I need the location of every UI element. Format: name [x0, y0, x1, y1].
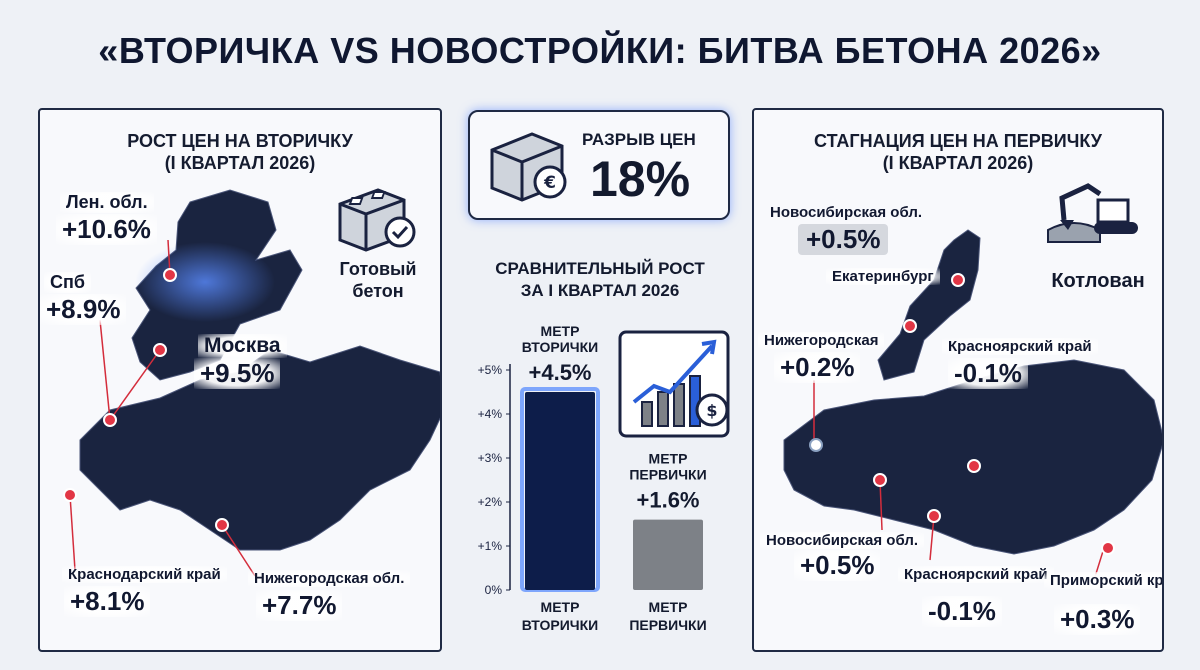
marker-krasnoyarsk: [967, 459, 981, 473]
marker-krasnoyarsk-2: [927, 509, 941, 523]
concrete-block-check-icon: [338, 188, 416, 252]
bar-value-label: +4.5%: [529, 360, 592, 385]
bar-top-label-line1: МЕТР: [649, 451, 688, 467]
ready-concrete-caption-2: бетон: [352, 281, 404, 301]
bar-chart-svg: $ 0%+1%+2%+3%+4%+5%МЕТРВТОРИЧКИ+4.5%МЕТР…: [478, 323, 730, 633]
y-tick-label: +1%: [478, 539, 503, 553]
marker-novosibirsk: [873, 473, 887, 487]
marker-len-obl: [163, 268, 177, 282]
y-tick-label: +4%: [478, 407, 503, 421]
marker-ekaterinburg: [951, 273, 965, 287]
y-tick-label: +2%: [478, 495, 503, 509]
bar-value-label: +1.6%: [637, 488, 700, 513]
region-name-novosibirsk-bottom: Новосибирская обл.: [760, 532, 925, 549]
region-value-spb: +8.9%: [40, 294, 127, 325]
right-panel-title-1: СТАГНАЦИЯ ЦЕН НА ПЕРВИЧКУ: [814, 131, 1102, 151]
region-name-ekaterinburg: Екатеринбург: [826, 268, 940, 285]
region-value-nizhny: +7.7%: [256, 590, 343, 621]
marker-nizhny: [215, 518, 229, 532]
marker-primorsky: [1101, 541, 1115, 555]
region-name-moscow: Москва: [198, 334, 287, 358]
marker-krasnodar: [63, 488, 77, 502]
region-name-krasnoyarsk-top: Красноярский край: [942, 338, 1098, 355]
excavator-icon: [1047, 183, 1138, 243]
price-gap-panel: € РАЗРЫВ ЦЕН 18%: [468, 110, 730, 220]
category-label-line1: МЕТР: [541, 599, 580, 615]
region-value-novosibirsk-bottom: +0.5%: [794, 550, 881, 581]
region-name-len-obl: Лен. обл.: [60, 192, 154, 213]
bar-top-label-line2: ПЕРВИЧКИ: [629, 467, 706, 483]
page-title: «ВТОРИЧКА VS НОВОСТРОЙКИ: БИТВА БЕТОНА 2…: [98, 30, 1102, 71]
category-label-line1: МЕТР: [649, 599, 688, 615]
ready-concrete-caption-1: Готовый: [339, 259, 417, 279]
left-panel-title-1: РОСТ ЦЕН НА ВТОРИЧКУ: [127, 131, 353, 151]
region-value-novosibirsk-top: +0.5%: [798, 224, 889, 255]
secondary-growth-panel: РОСТ ЦЕН НА ВТОРИЧКУ (I КВАРТАЛ 2026) Го…: [38, 108, 442, 652]
marker-spb: [103, 413, 117, 427]
region-name-nizhegorodskaya: Нижегородская: [758, 332, 885, 349]
region-value-nizhegorodskaya: +0.2%: [774, 352, 861, 383]
region-name-primorsky: Приморский край: [1044, 572, 1162, 589]
region-value-krasnodar: +8.1%: [64, 586, 151, 617]
region-name-krasnoyarsk-bottom: Красноярский край: [898, 566, 1054, 583]
russia-map-left: [63, 189, 440, 577]
region-value-primorsky: +0.3%: [1054, 604, 1141, 635]
region-value-len-obl: +10.6%: [56, 214, 157, 245]
y-tick-label: 0%: [485, 583, 503, 597]
region-value-krasnoyarsk-bottom: -0.1%: [922, 596, 1002, 627]
left-panel-title-2: (I КВАРТАЛ 2026): [164, 153, 316, 173]
category-label-line2: ВТОРИЧКИ: [522, 617, 599, 633]
pit-caption: Котлован: [1051, 270, 1145, 292]
category-label-line2: ПЕРВИЧКИ: [629, 617, 706, 633]
region-name-novosibirsk-top: Новосибирская обл.: [770, 204, 923, 221]
concrete-block-euro-icon: €: [490, 132, 567, 202]
primary-stagnation-panel: СТАГНАЦИЯ ЦЕН НА ПЕРВИЧКУ (I КВАРТАЛ 202…: [752, 108, 1164, 652]
region-name-spb: Спб: [44, 272, 91, 293]
svg-text:$: $: [706, 401, 717, 420]
price-gap-value: 18%: [590, 151, 691, 207]
region-name-nizhny: Нижегородская обл.: [248, 570, 411, 587]
region-name-krasnodar: Краснодарский край: [62, 566, 227, 583]
chart-title-line2: ЗА I КВАРТАЛ 2026: [520, 281, 680, 300]
russia-mainland-shape: [783, 359, 1162, 555]
marker-urals-south: [903, 319, 917, 333]
marker-moscow: [153, 343, 167, 357]
growth-chart-dollar-icon: $: [618, 330, 730, 438]
bar-primary: [633, 519, 703, 590]
bar-top-label-line2: ВТОРИЧКИ: [522, 339, 599, 355]
svg-text:€: €: [543, 173, 556, 193]
region-value-krasnoyarsk-top: -0.1%: [948, 358, 1028, 389]
marker-nizhegorodskaya: [809, 438, 823, 452]
urals-region-shape: [877, 229, 981, 381]
bar-secondary: [525, 392, 595, 590]
russia-map-right: [783, 229, 1162, 581]
price-gap-label: РАЗРЫВ ЦЕН: [582, 130, 696, 149]
region-value-moscow: +9.5%: [194, 358, 281, 389]
y-tick-label: +3%: [478, 451, 503, 465]
y-tick-label: +5%: [478, 363, 503, 377]
right-panel-title-2: (I КВАРТАЛ 2026): [882, 153, 1034, 173]
chart-title-line1: СРАВНИТЕЛЬНЫЙ РОСТ: [495, 259, 705, 278]
bar-top-label-line1: МЕТР: [541, 323, 580, 339]
comparative-growth-chart: СРАВНИТЕЛЬНЫЙ РОСТ ЗА I КВАРТАЛ 2026 $ 0…: [460, 240, 740, 660]
